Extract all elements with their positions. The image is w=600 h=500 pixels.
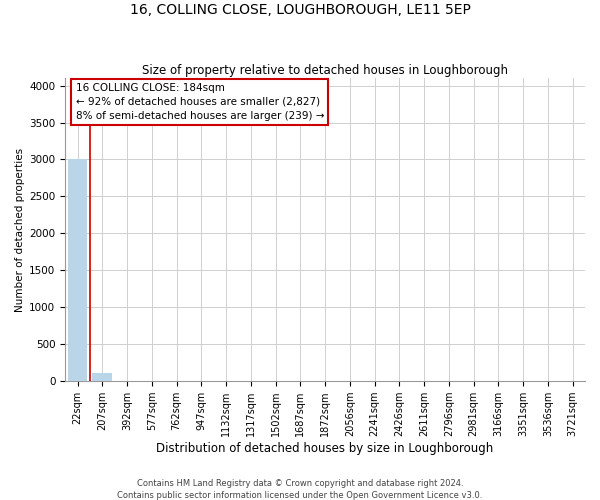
- Bar: [68, 160, 88, 381]
- Text: 16, COLLING CLOSE, LOUGHBOROUGH, LE11 5EP: 16, COLLING CLOSE, LOUGHBOROUGH, LE11 5E…: [130, 2, 470, 16]
- Title: Size of property relative to detached houses in Loughborough: Size of property relative to detached ho…: [142, 64, 508, 77]
- Text: 16 COLLING CLOSE: 184sqm
← 92% of detached houses are smaller (2,827)
8% of semi: 16 COLLING CLOSE: 184sqm ← 92% of detach…: [76, 82, 324, 120]
- X-axis label: Distribution of detached houses by size in Loughborough: Distribution of detached houses by size …: [157, 442, 494, 455]
- Bar: [92, 373, 112, 381]
- Y-axis label: Number of detached properties: Number of detached properties: [15, 148, 25, 312]
- Text: Contains HM Land Registry data © Crown copyright and database right 2024.
Contai: Contains HM Land Registry data © Crown c…: [118, 478, 482, 500]
